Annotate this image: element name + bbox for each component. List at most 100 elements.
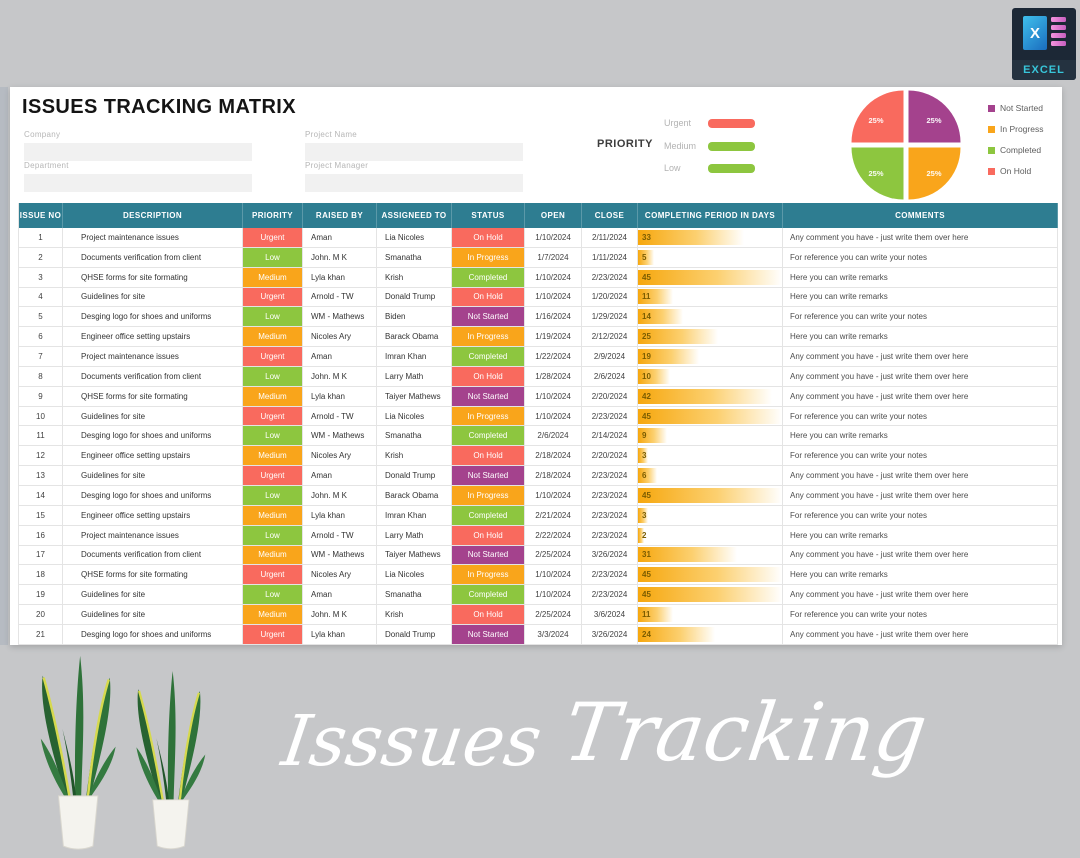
cell-comment[interactable]: Any comment you have - just write them o… xyxy=(783,228,1058,248)
cell-assigned-to[interactable]: Taiyer Mathews xyxy=(377,386,452,407)
cell-description[interactable]: Documents verification from client xyxy=(63,366,243,387)
cell-raised-by[interactable]: Nicoles Ary xyxy=(303,565,377,586)
cell-open[interactable]: 1/10/2024 xyxy=(525,565,582,586)
cell-comment[interactable]: Here you can write remarks xyxy=(783,565,1058,586)
status-badge[interactable]: Not Started xyxy=(452,466,525,486)
cell-completing-period[interactable]: 45 xyxy=(638,485,783,506)
cell-raised-by[interactable]: Aman xyxy=(303,228,377,248)
status-badge[interactable]: On Hold xyxy=(452,605,525,625)
cell-close[interactable]: 2/23/2024 xyxy=(582,406,638,427)
cell-completing-period[interactable]: 3 xyxy=(638,446,783,467)
priority-badge[interactable]: Medium xyxy=(243,505,303,526)
cell-raised-by[interactable]: John. M K xyxy=(303,247,377,268)
cell-raised-by[interactable]: Lyla khan xyxy=(303,386,377,407)
cell-comment[interactable]: Any comment you have - just write them o… xyxy=(783,485,1058,506)
cell-issue-no[interactable]: 4 xyxy=(18,287,63,308)
project-manager-input[interactable] xyxy=(305,174,523,192)
priority-badge[interactable]: Urgent xyxy=(243,228,303,248)
cell-raised-by[interactable]: Aman xyxy=(303,466,377,486)
cell-raised-by[interactable]: Arnold - TW xyxy=(303,287,377,308)
cell-open[interactable]: 2/21/2024 xyxy=(525,505,582,526)
company-input[interactable] xyxy=(24,143,252,161)
cell-issue-no[interactable]: 5 xyxy=(18,307,63,328)
cell-close[interactable]: 2/23/2024 xyxy=(582,525,638,546)
cell-assigned-to[interactable]: Imran Khan xyxy=(377,347,452,367)
cell-open[interactable]: 1/10/2024 xyxy=(525,485,582,506)
cell-description[interactable]: Project maintenance issues xyxy=(63,347,243,367)
priority-badge[interactable]: Low xyxy=(243,247,303,268)
cell-close[interactable]: 2/20/2024 xyxy=(582,386,638,407)
cell-open[interactable]: 1/10/2024 xyxy=(525,267,582,288)
cell-open[interactable]: 1/10/2024 xyxy=(525,287,582,308)
cell-issue-no[interactable]: 3 xyxy=(18,267,63,288)
cell-description[interactable]: Engineer office setting upstairs xyxy=(63,446,243,467)
cell-completing-period[interactable]: 42 xyxy=(638,386,783,407)
cell-issue-no[interactable]: 1 xyxy=(18,228,63,248)
status-badge[interactable]: Completed xyxy=(452,426,525,447)
cell-description[interactable]: Guidelines for site xyxy=(63,406,243,427)
cell-issue-no[interactable]: 13 xyxy=(18,466,63,486)
cell-completing-period[interactable]: 45 xyxy=(638,565,783,586)
cell-issue-no[interactable]: 18 xyxy=(18,565,63,586)
cell-close[interactable]: 2/9/2024 xyxy=(582,347,638,367)
cell-comment[interactable]: For reference you can write your notes xyxy=(783,505,1058,526)
cell-issue-no[interactable]: 20 xyxy=(18,605,63,625)
priority-badge[interactable]: Low xyxy=(243,585,303,606)
cell-open[interactable]: 2/18/2024 xyxy=(525,466,582,486)
cell-completing-period[interactable]: 11 xyxy=(638,605,783,625)
cell-comment[interactable]: Any comment you have - just write them o… xyxy=(783,347,1058,367)
priority-badge[interactable]: Low xyxy=(243,366,303,387)
cell-raised-by[interactable]: Nicoles Ary xyxy=(303,327,377,348)
cell-completing-period[interactable]: 45 xyxy=(638,406,783,427)
cell-issue-no[interactable]: 15 xyxy=(18,505,63,526)
status-badge[interactable]: In Progress xyxy=(452,406,525,427)
cell-description[interactable]: Documents verification from client xyxy=(63,247,243,268)
status-badge[interactable]: In Progress xyxy=(452,327,525,348)
cell-issue-no[interactable]: 6 xyxy=(18,327,63,348)
cell-open[interactable]: 2/22/2024 xyxy=(525,525,582,546)
cell-completing-period[interactable]: 31 xyxy=(638,545,783,566)
cell-issue-no[interactable]: 17 xyxy=(18,545,63,566)
cell-assigned-to[interactable]: Lia Nicoles xyxy=(377,565,452,586)
status-badge[interactable]: Not Started xyxy=(452,624,525,645)
cell-description[interactable]: Documents verification from client xyxy=(63,545,243,566)
cell-close[interactable]: 2/20/2024 xyxy=(582,446,638,467)
status-badge[interactable]: In Progress xyxy=(452,565,525,586)
cell-open[interactable]: 1/10/2024 xyxy=(525,228,582,248)
cell-open[interactable]: 1/10/2024 xyxy=(525,406,582,427)
cell-close[interactable]: 2/23/2024 xyxy=(582,485,638,506)
priority-badge[interactable]: Medium xyxy=(243,545,303,566)
cell-assigned-to[interactable]: Lia Nicoles xyxy=(377,406,452,427)
department-input[interactable] xyxy=(24,174,252,192)
cell-description[interactable]: Guidelines for site xyxy=(63,605,243,625)
priority-badge[interactable]: Medium xyxy=(243,327,303,348)
cell-close[interactable]: 1/11/2024 xyxy=(582,247,638,268)
cell-completing-period[interactable]: 14 xyxy=(638,307,783,328)
priority-badge[interactable]: Urgent xyxy=(243,287,303,308)
cell-description[interactable]: Engineer office setting upstairs xyxy=(63,327,243,348)
cell-completing-period[interactable]: 3 xyxy=(638,505,783,526)
cell-comment[interactable]: Any comment you have - just write them o… xyxy=(783,386,1058,407)
priority-badge[interactable]: Urgent xyxy=(243,406,303,427)
cell-description[interactable]: Desging logo for shoes and uniforms xyxy=(63,624,243,645)
cell-raised-by[interactable]: WM - Mathews xyxy=(303,426,377,447)
cell-close[interactable]: 1/20/2024 xyxy=(582,287,638,308)
cell-raised-by[interactable]: WM - Mathews xyxy=(303,545,377,566)
priority-badge[interactable]: Urgent xyxy=(243,466,303,486)
priority-badge[interactable]: Low xyxy=(243,426,303,447)
status-badge[interactable]: Completed xyxy=(452,585,525,606)
cell-assigned-to[interactable]: Larry Math xyxy=(377,525,452,546)
cell-comment[interactable]: For reference you can write your notes xyxy=(783,406,1058,427)
cell-raised-by[interactable]: Lyla khan xyxy=(303,267,377,288)
cell-raised-by[interactable]: Arnold - TW xyxy=(303,525,377,546)
cell-assigned-to[interactable]: Krish xyxy=(377,605,452,625)
cell-comment[interactable]: For reference you can write your notes xyxy=(783,605,1058,625)
cell-raised-by[interactable]: John. M K xyxy=(303,485,377,506)
cell-description[interactable]: Desging logo for shoes and uniforms xyxy=(63,485,243,506)
priority-badge[interactable]: Medium xyxy=(243,446,303,467)
cell-close[interactable]: 1/29/2024 xyxy=(582,307,638,328)
priority-badge[interactable]: Medium xyxy=(243,267,303,288)
cell-close[interactable]: 3/26/2024 xyxy=(582,545,638,566)
cell-description[interactable]: QHSE forms for site formating xyxy=(63,267,243,288)
cell-description[interactable]: Guidelines for site xyxy=(63,585,243,606)
